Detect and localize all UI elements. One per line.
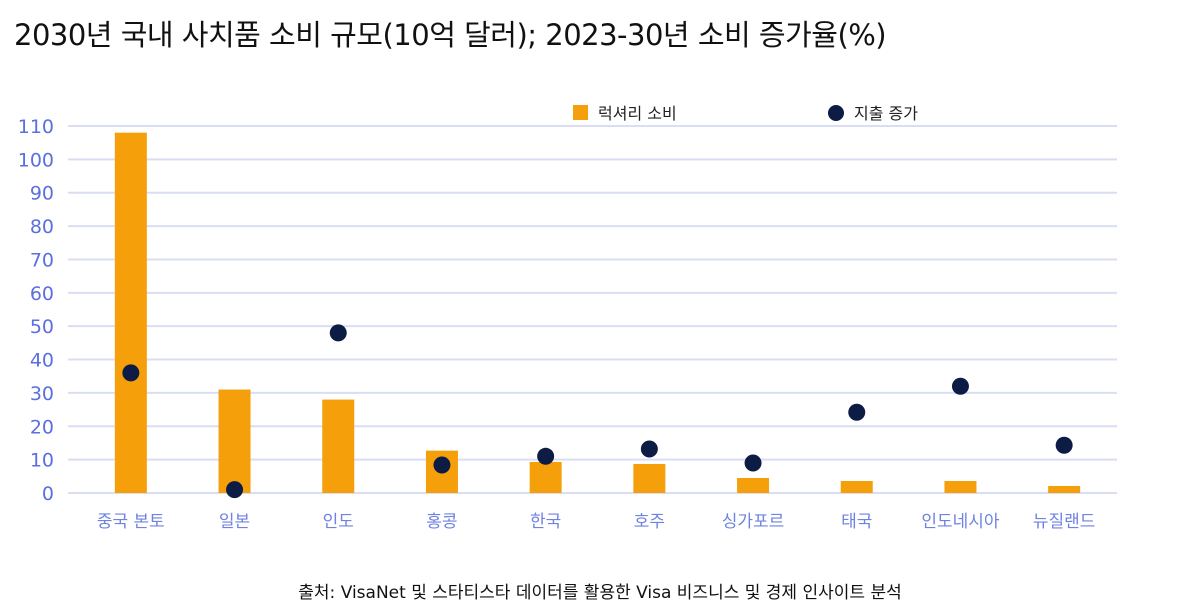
y-tick-label: 30	[30, 383, 54, 405]
x-tick-label: 호주	[634, 512, 665, 532]
y-tick-label: 100	[18, 149, 54, 171]
source-note: 출처: VisaNet 및 스타티스타 데이터를 활용한 Visa 비즈니스 및…	[298, 583, 902, 603]
chart-title: 2030년 국내 사치품 소비 규모(10억 달러); 2023-30년 소비 …	[14, 18, 887, 52]
legend-swatch-dot	[828, 105, 844, 121]
legend-label-dot: 지출 증가	[854, 104, 918, 123]
x-tick-label: 인도	[323, 512, 354, 532]
dot-태국	[848, 403, 866, 421]
x-tick-label: 한국	[530, 512, 561, 532]
dot-호주	[640, 440, 658, 458]
y-tick-label: 50	[30, 316, 54, 338]
bar-태국	[840, 480, 873, 493]
y-tick-label: 20	[30, 416, 54, 438]
y-tick-label: 0	[42, 483, 54, 505]
y-tick-label: 60	[30, 283, 54, 305]
bar-일본	[218, 389, 251, 493]
bar-인도네시아	[944, 480, 977, 493]
y-tick-label: 90	[30, 183, 54, 205]
bar-인도	[322, 399, 355, 493]
y-tick-label: 10	[30, 450, 54, 472]
y-tick-label: 80	[30, 216, 54, 238]
dot-중국 본토	[122, 364, 140, 382]
dot-뉴질랜드	[1055, 436, 1073, 454]
x-tick-label: 태국	[841, 512, 872, 532]
bar-호주	[633, 463, 666, 493]
x-tick-label: 일본	[219, 512, 250, 532]
dot-한국	[537, 447, 555, 465]
dot-인도네시아	[951, 377, 969, 395]
dot-인도	[329, 324, 347, 342]
bar-중국 본토	[114, 132, 147, 493]
bar-한국	[529, 461, 562, 493]
y-tick-label: 40	[30, 350, 54, 372]
dot-일본	[226, 481, 244, 499]
legend-swatch-bar	[573, 105, 588, 120]
y-tick-label: 70	[30, 249, 54, 271]
x-tick-label: 홍콩	[426, 512, 457, 532]
x-tick-label: 뉴질랜드	[1033, 512, 1096, 532]
bar-싱가포르	[737, 477, 770, 493]
dot-홍콩	[433, 456, 451, 474]
x-tick-label: 싱가포르	[722, 512, 785, 532]
x-tick-label: 인도네시아	[921, 512, 1000, 532]
bar-뉴질랜드	[1048, 485, 1081, 493]
dot-싱가포르	[744, 454, 762, 472]
x-tick-label: 중국 본토	[97, 512, 165, 532]
y-tick-label: 110	[18, 116, 54, 138]
legend-label-bar: 럭셔리 소비	[598, 104, 677, 123]
